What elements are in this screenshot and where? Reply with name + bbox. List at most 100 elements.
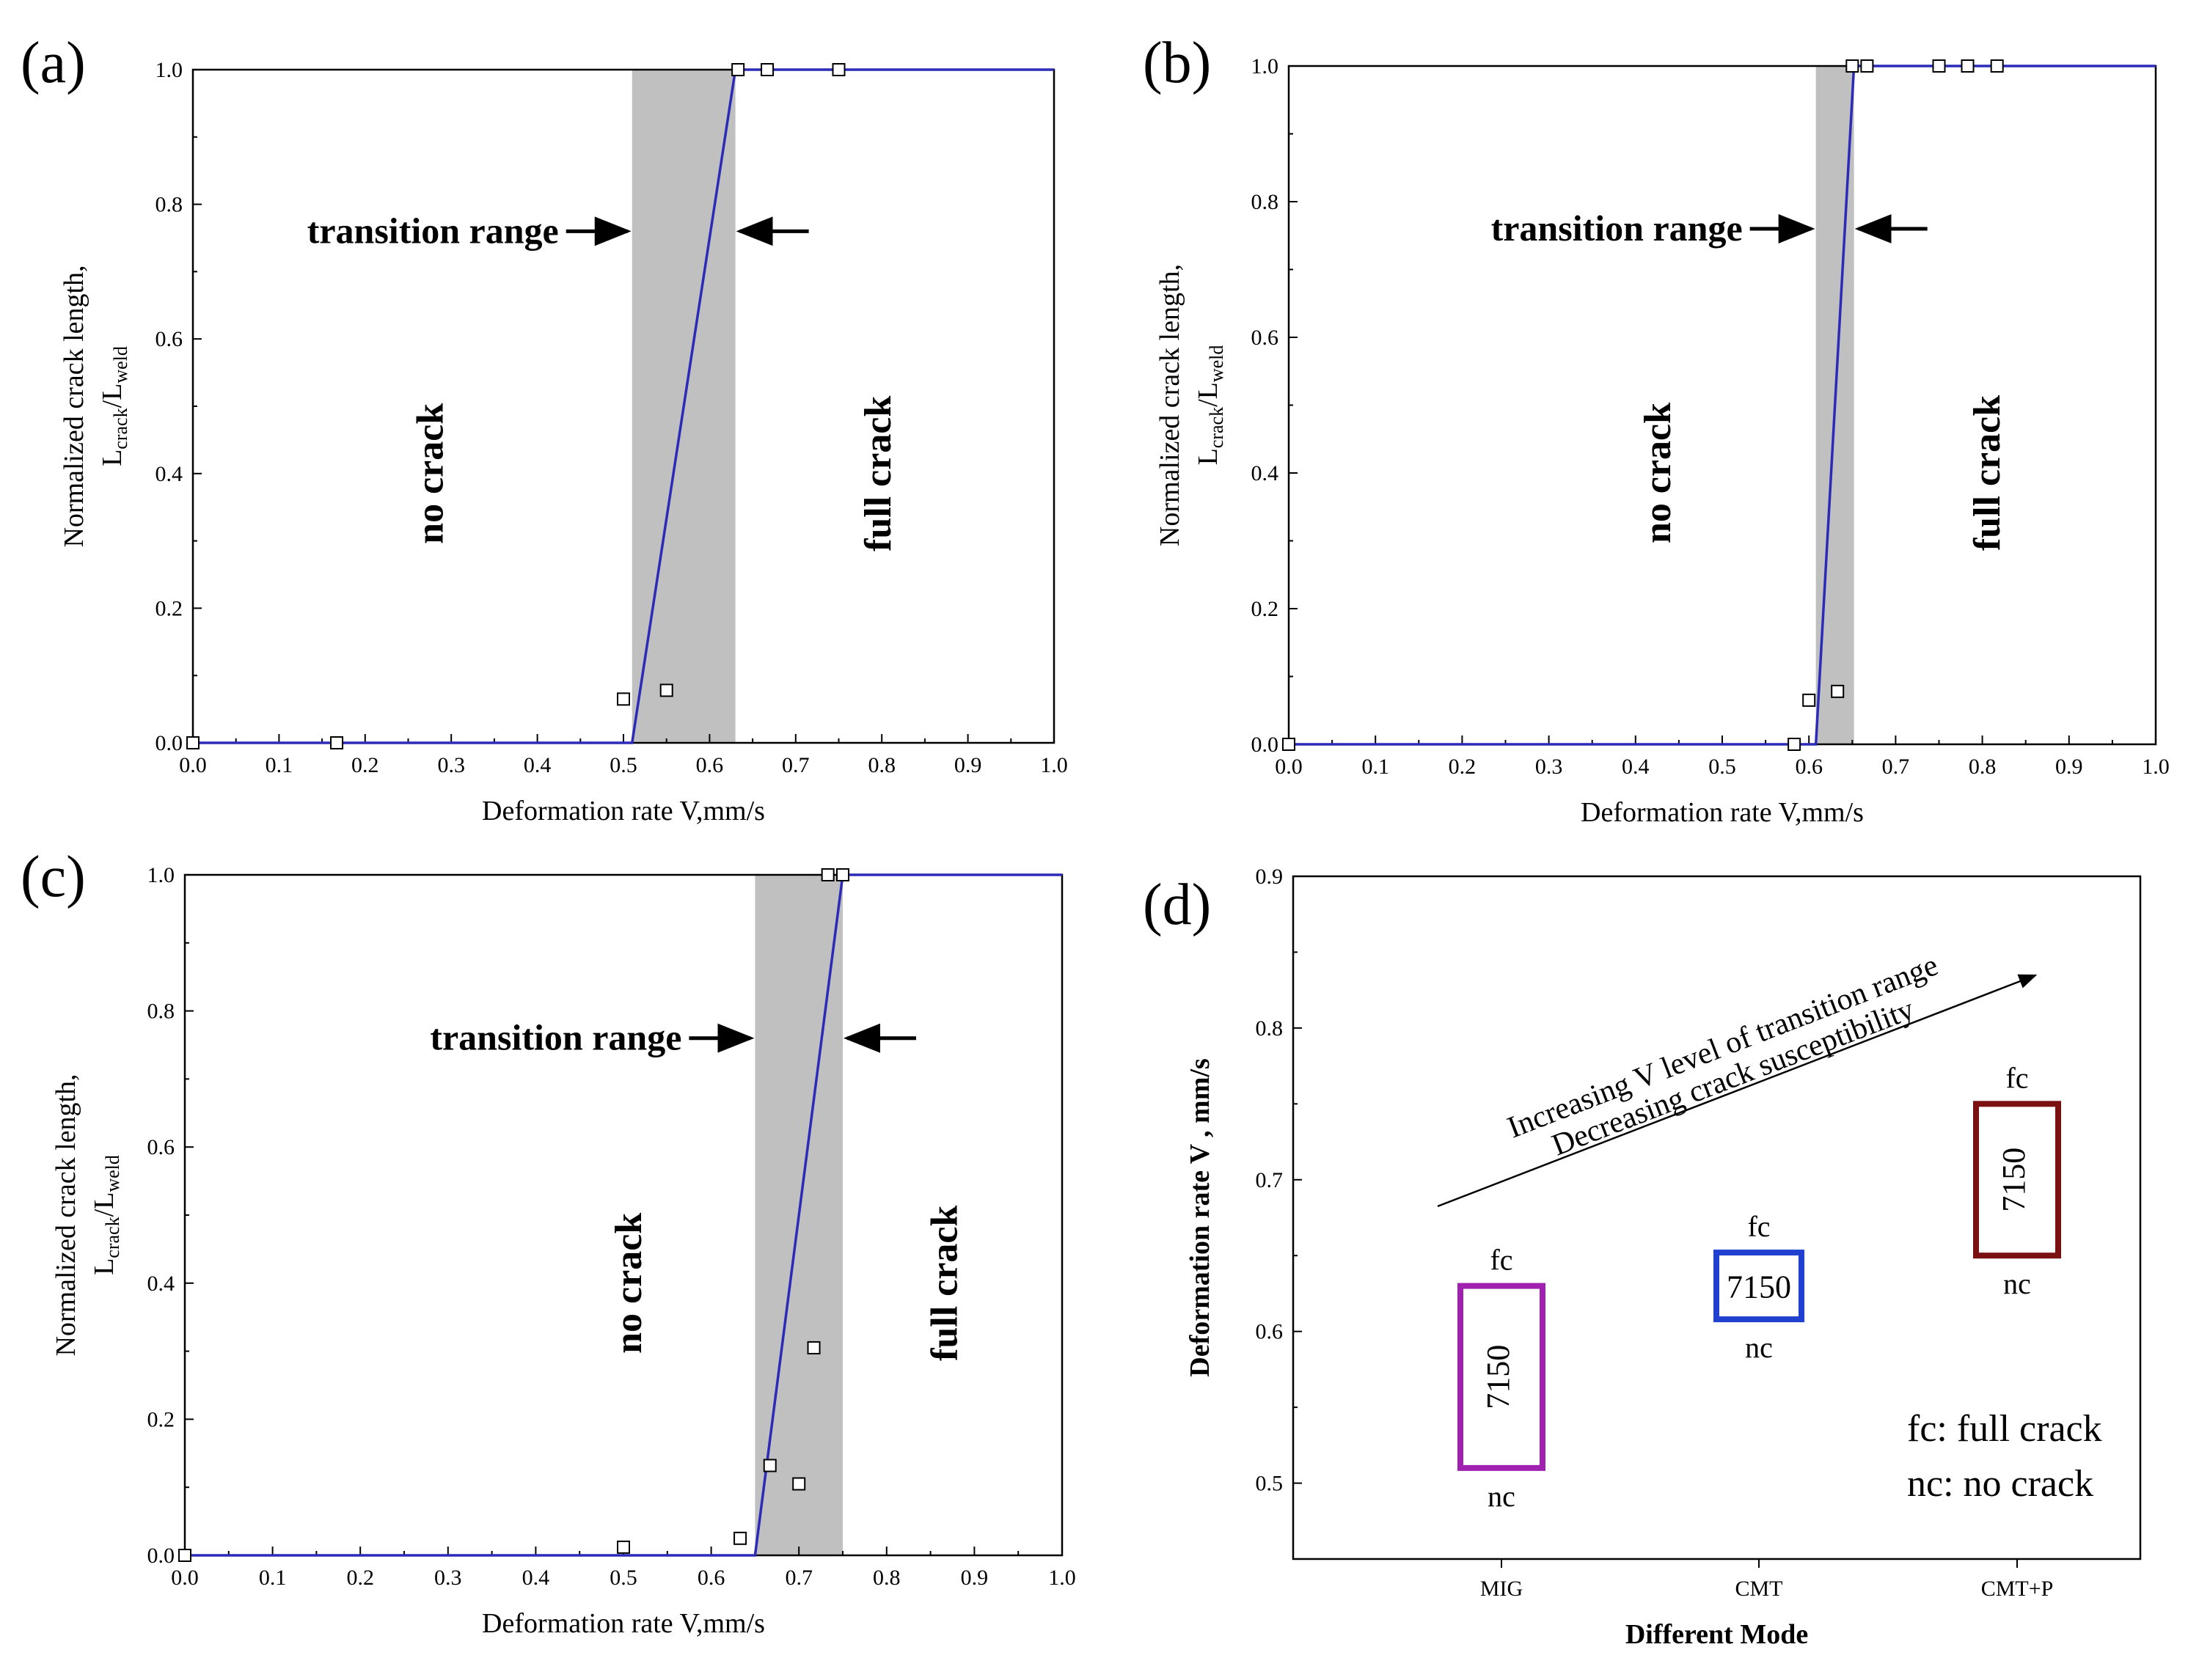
range-box-cmt — [1713, 1250, 1804, 1323]
transition-label: transition range — [1491, 208, 1743, 249]
x-tick-label: CMT+P — [1981, 1577, 2054, 1601]
y-axis-label: Normalized crack length, — [51, 1074, 81, 1356]
y-tick-label: 0.2 — [147, 1407, 175, 1431]
x-tick-label: 0.4 — [1622, 755, 1650, 779]
legend-fc: fc: full crack — [1907, 1408, 2102, 1450]
y-tick-label: 0.9 — [1256, 865, 1284, 889]
legend-nc: nc: no crack — [1907, 1463, 2093, 1505]
data-point — [1788, 738, 1801, 751]
no-crack-marker: nc — [1488, 1480, 1515, 1513]
full-crack-label: full crack — [923, 1206, 965, 1361]
x-tick-label: 0.1 — [266, 753, 293, 777]
data-point — [1990, 59, 2004, 73]
x-tick-label: 0.3 — [1535, 755, 1563, 779]
data-point — [1860, 59, 1874, 73]
x-tick-label: 0.1 — [1361, 755, 1389, 779]
data-point — [836, 868, 849, 881]
y-tick-label: 1.0 — [155, 58, 183, 82]
y-axis-label: Deformation rate V , mm/s — [1185, 1058, 1215, 1376]
data-point — [763, 1459, 777, 1472]
x-tick-label: 0.2 — [346, 1566, 374, 1590]
data-point — [1282, 738, 1295, 751]
fit-line — [1289, 65, 2156, 746]
x-tick-label: 0.6 — [1795, 755, 1823, 779]
full-crack-label: full crack — [857, 396, 899, 551]
y-tick-label: 0.8 — [1256, 1016, 1284, 1041]
y-tick-label: 0.7 — [1256, 1168, 1284, 1192]
fit-line — [193, 68, 1054, 744]
y-axis-label: Normalized crack length, — [59, 265, 89, 547]
y-tick-label: 0.4 — [155, 462, 183, 486]
panel-a-chart: 0.0 0.1 0.2 0.3 0.4 0.5 0.6 0.7 0.8 0.9 1.0 0.0 0.2 0… — [21, 31, 1068, 826]
data-point — [186, 736, 200, 749]
no-crack-label: no crack — [608, 1213, 650, 1354]
full-crack-marker: fc — [2005, 1061, 2028, 1094]
x-tick-label: 0.2 — [351, 753, 379, 777]
x-axis-label: Different Mode — [1625, 1619, 1808, 1650]
x-tick-label: 0.7 — [782, 753, 810, 777]
x-tick-label: 0.3 — [437, 753, 465, 777]
full-crack-label: full crack — [1966, 395, 2008, 551]
x-tick-label: 0.9 — [2055, 755, 2083, 779]
trend-text-line1: Increasing V level of transition range — [1503, 948, 1942, 1145]
y-tick-label: 0.8 — [1251, 190, 1279, 214]
y-axis-label-fraction: Lcrack/Lweld — [1193, 345, 1227, 466]
y-tick-label: 1.0 — [147, 863, 175, 887]
x-axis-label: Deformation rate V,mm/s — [1581, 797, 1864, 828]
plot-frame — [191, 68, 1055, 744]
x-tick-label: 0.5 — [610, 753, 637, 777]
data-point — [1845, 59, 1859, 73]
range-box-label: 7150 — [1727, 1269, 1791, 1305]
data-point — [1802, 693, 1816, 707]
y-tick-label: 0.0 — [147, 1544, 175, 1568]
y-axis-label-fraction: Lcrack/Lweld — [97, 346, 131, 466]
panel-label: (a) — [21, 31, 86, 95]
x-tick-label: 0.9 — [961, 1566, 989, 1590]
no-crack-marker: nc — [1745, 1331, 1773, 1364]
trend-arrow — [1437, 974, 2038, 1208]
y-tick-label: 0.4 — [1251, 461, 1279, 485]
plot-frame — [1287, 65, 2157, 746]
x-tick-label: 0.7 — [1882, 755, 1910, 779]
x-tick-label: 0.0 — [171, 1566, 199, 1590]
x-tick-label: 0.0 — [1275, 755, 1303, 779]
y-tick-label: 0.8 — [147, 999, 175, 1024]
data-point — [832, 63, 846, 76]
x-tick-label: 0.3 — [434, 1566, 462, 1590]
x-tick-label: 0.1 — [259, 1566, 287, 1590]
x-tick-label: 0.8 — [868, 753, 896, 777]
plot-frame — [1292, 875, 2142, 1560]
y-axis-label: Normalized crack length, — [1155, 264, 1185, 546]
x-tick-label: 1.0 — [2142, 755, 2170, 779]
no-crack-label: no crack — [1637, 403, 1679, 543]
x-tick-label: 0.7 — [785, 1566, 813, 1590]
full-crack-marker: fc — [1747, 1210, 1770, 1243]
y-tick-label: 0.5 — [1256, 1472, 1284, 1496]
x-tick-label: 0.4 — [524, 753, 552, 777]
x-tick-label: 0.5 — [1708, 755, 1736, 779]
data-point — [617, 1540, 630, 1554]
x-axis-label: Deformation rate V,mm/s — [482, 796, 765, 826]
fit-line — [185, 873, 1062, 1557]
y-tick-label: 0.8 — [155, 193, 183, 217]
data-point — [1932, 59, 1946, 73]
y-tick-label: 0.0 — [1251, 733, 1279, 757]
range-box-label: 7150 — [1996, 1148, 2032, 1212]
y-tick-label: 0.2 — [155, 596, 183, 620]
x-tick-label: 0.4 — [522, 1566, 550, 1590]
panel-b-chart: 0.0 0.1 0.2 0.3 0.4 0.5 0.6 0.7 0.8 0.9 1.0 0.0 0.2 0… — [1143, 31, 2170, 828]
panel-d-chart: 0.5 0.6 0.7 0.8 0.9 MIG CMT CMT+P Different Mode… — [1143, 865, 2142, 1650]
x-tick-label: 0.9 — [954, 753, 982, 777]
data-point — [617, 692, 630, 706]
transition-label: transition range — [430, 1017, 681, 1058]
data-point — [761, 63, 775, 76]
data-point — [792, 1477, 806, 1491]
x-axis-label: Deformation rate V,mm/s — [482, 1608, 765, 1639]
x-tick-label: 1.0 — [1040, 753, 1068, 777]
data-point — [659, 683, 673, 697]
panel-label: (d) — [1143, 873, 1211, 937]
range-box-cmt-plusp — [1973, 1101, 2061, 1259]
y-tick-label: 0.2 — [1251, 597, 1279, 621]
x-tick-label: 1.0 — [1048, 1566, 1076, 1590]
